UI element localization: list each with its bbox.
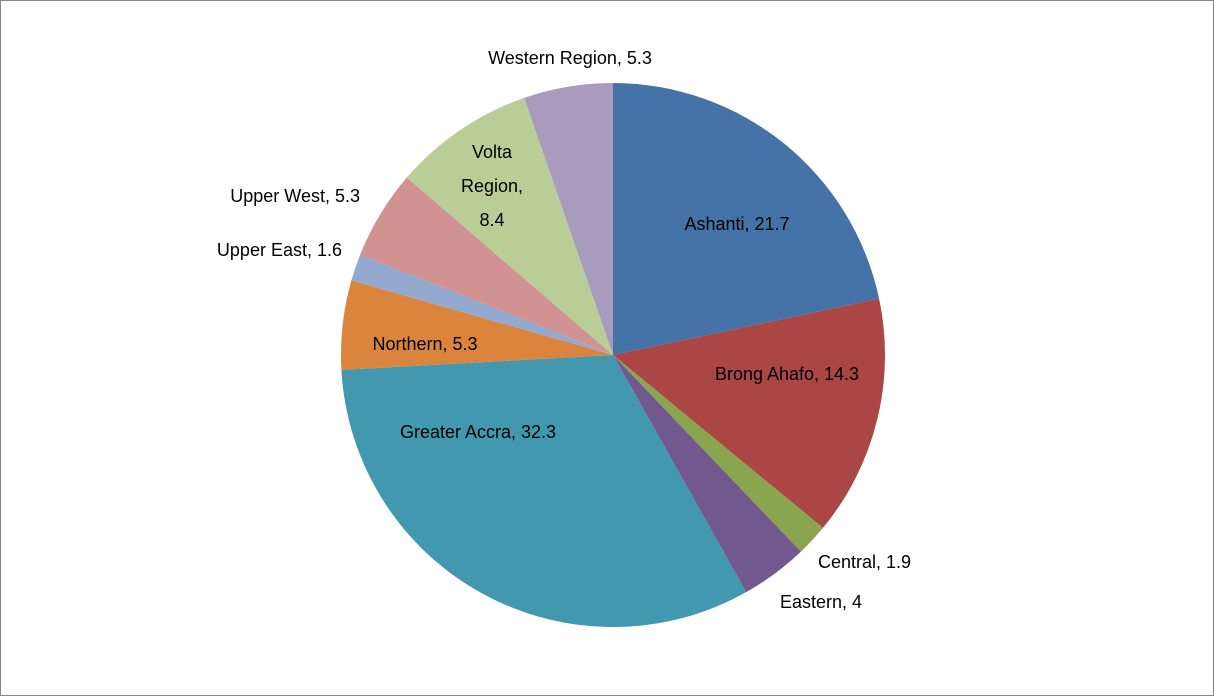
data-label: Central, 1.9	[818, 552, 911, 572]
data-label: Eastern, 4	[780, 592, 862, 612]
pie-slice	[351, 254, 613, 355]
data-label: Volta Region, 8.4	[461, 142, 523, 230]
pie-slice	[613, 298, 885, 528]
pie-slice	[613, 355, 801, 593]
pie-slice	[613, 83, 880, 355]
pie-slice	[406, 97, 613, 356]
pie-slice	[341, 280, 613, 370]
data-label: Ashanti, 21.7	[684, 214, 789, 234]
pie-slice	[341, 355, 747, 627]
pie-slice	[360, 177, 613, 355]
pie-slice	[613, 355, 823, 552]
data-label: Northern, 5.3	[372, 334, 477, 354]
data-label: Brong Ahafo, 14.3	[715, 364, 859, 384]
data-label: Western Region, 5.3	[488, 48, 652, 68]
data-label: Upper East, 1.6	[217, 240, 342, 260]
data-label: Greater Accra, 32.3	[400, 422, 556, 442]
pie-slice	[524, 83, 613, 355]
data-label: Upper West, 5.3	[230, 186, 360, 206]
